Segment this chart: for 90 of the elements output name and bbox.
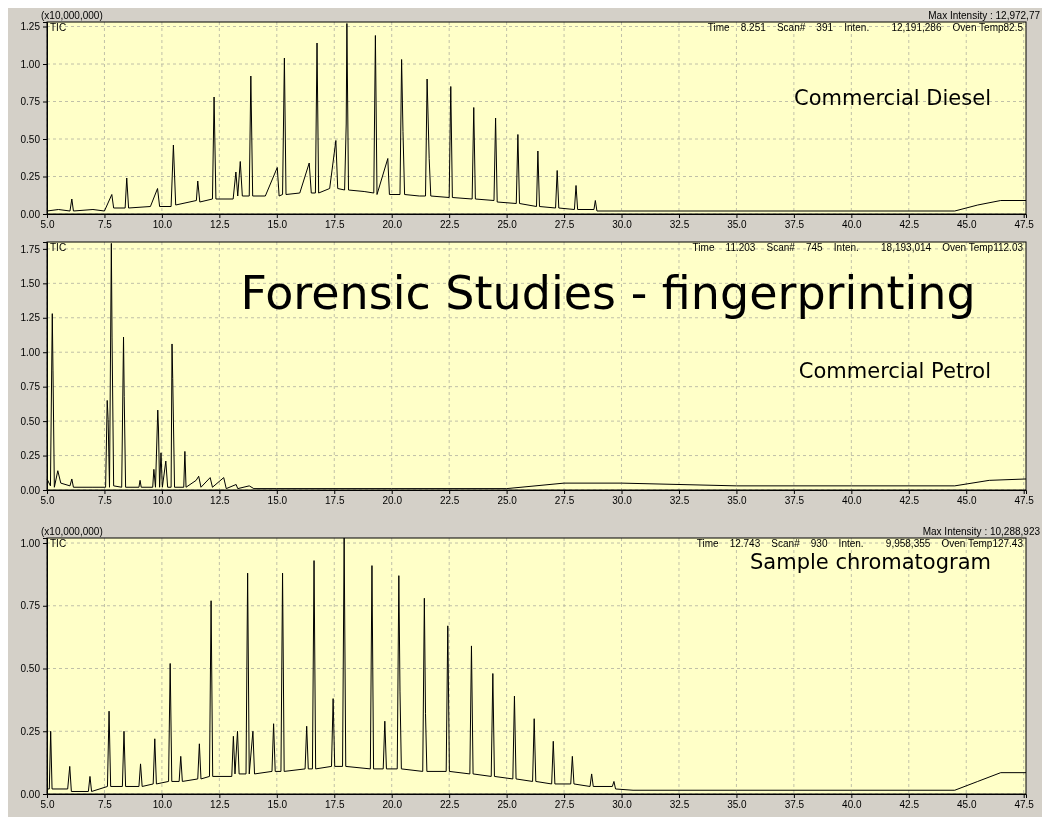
text: Forensic Studies - fingerprinting (240, 265, 976, 320)
x-tick-label: 35.0 (727, 799, 748, 811)
x-tick-label: 7.5 (98, 219, 113, 231)
x-tick-label: 17.5 (325, 799, 345, 811)
x-tick-label: 47.5 (1014, 799, 1035, 811)
x-tick-label: 22.5 (439, 495, 460, 507)
x-tick-label: 37.5 (784, 219, 805, 231)
x-tick-label: 5.0 (40, 219, 55, 231)
x-tick-label: 45.0 (957, 799, 977, 811)
annotation: Time 8.251 Scan# 391 Inten. 12,191,286 Oven Temp82.5 (707, 22, 1024, 33)
text: Sample chromatogram (750, 549, 991, 574)
x-tick-label: 25.0 (497, 799, 518, 811)
y-tick-label: 0.75 (20, 96, 41, 108)
y-tick-label: 0.25 (20, 725, 41, 737)
y-axis-title: (x10,000,000) (41, 10, 103, 21)
y-tick-label: 0.50 (20, 663, 41, 675)
text: TIC (50, 538, 67, 549)
annotation: Time 11.203 Scan# 745 Inten. 18,193,014 Oven Temp112.03 (692, 242, 1024, 253)
x-tick-label: 47.5 (1014, 495, 1035, 507)
x-tick-label: 27.5 (554, 495, 575, 507)
x-tick-label: 20.0 (382, 219, 403, 231)
text: TIC (50, 22, 67, 33)
text: TIC (50, 242, 67, 253)
y-tick-label: 1.50 (20, 278, 41, 290)
x-tick-label: 27.5 (554, 799, 575, 811)
x-tick-label: 17.5 (325, 219, 345, 231)
y-axis-title: (x10,000,000) (41, 526, 103, 537)
x-tick-label: 37.5 (784, 495, 805, 507)
x-tick-label: 15.0 (267, 219, 288, 231)
x-tick-label: 32.5 (669, 799, 690, 811)
x-tick-label: 5.0 (40, 799, 55, 811)
y-tick-label: 0.50 (20, 133, 41, 145)
y-tick-label: 0.75 (20, 381, 41, 393)
x-tick-label: 30.0 (612, 219, 633, 231)
text: Commercial Diesel (794, 85, 991, 110)
y-tick-label: 1.25 (20, 312, 41, 324)
x-tick-label: 25.0 (497, 495, 518, 507)
y-tick-label: 1.00 (20, 58, 41, 70)
y-tick-label: 0.25 (20, 450, 41, 462)
y-tick-label: 0.00 (20, 208, 41, 220)
x-tick-label: 35.0 (727, 495, 748, 507)
x-tick-label: 27.5 (554, 219, 575, 231)
x-tick-label: 10.0 (152, 799, 173, 811)
x-tick-label: 10.0 (152, 495, 173, 507)
x-tick-label: 22.5 (439, 799, 460, 811)
y-tick-label: 1.25 (20, 21, 41, 33)
line-series (46, 242, 1027, 490)
x-tick-label: 5.0 (40, 495, 55, 507)
line-series (46, 537, 1027, 792)
x-tick-label: 42.5 (899, 799, 920, 811)
x-tick-label: 40.0 (842, 219, 863, 231)
y-tick-label: 1.00 (20, 537, 41, 549)
y-tick-label: 0.00 (20, 788, 41, 800)
text: Max Intensity : 12,972,77 (928, 10, 1041, 21)
y-tick-label: 0.25 (20, 171, 41, 183)
x-tick-label: 30.0 (612, 495, 633, 507)
x-tick-label: 37.5 (784, 799, 805, 811)
x-tick-label: 30.0 (612, 799, 633, 811)
x-tick-label: 45.0 (957, 495, 977, 507)
x-tick-label: 12.5 (210, 495, 231, 507)
y-tick-label: 0.00 (20, 484, 41, 496)
x-tick-label: 22.5 (439, 219, 460, 231)
text: Commercial Petrol (798, 359, 991, 384)
x-tick-label: 45.0 (957, 219, 977, 231)
x-tick-label: 25.0 (497, 219, 518, 231)
y-tick-label: 0.75 (20, 600, 41, 612)
x-tick-label: 7.5 (98, 495, 113, 507)
x-tick-label: 47.5 (1014, 219, 1035, 231)
y-tick-label: 1.00 (20, 346, 41, 358)
x-tick-label: 20.0 (382, 799, 403, 811)
x-tick-label: 42.5 (899, 495, 920, 507)
y-tick-label: 0.50 (20, 415, 41, 427)
x-tick-label: 42.5 (899, 219, 920, 231)
x-tick-label: 40.0 (842, 495, 863, 507)
text: Max Intensity : 10,288,923 (922, 526, 1041, 537)
x-tick-label: 17.5 (325, 495, 345, 507)
x-tick-label: 10.0 (152, 219, 173, 231)
x-tick-label: 32.5 (669, 219, 690, 231)
x-tick-label: 15.0 (267, 495, 288, 507)
line-series (46, 23, 1027, 212)
x-tick-label: 7.5 (98, 799, 113, 811)
x-tick-label: 20.0 (382, 495, 403, 507)
x-tick-label: 15.0 (267, 799, 288, 811)
y-tick-label: 1.75 (20, 243, 41, 255)
x-tick-label: 12.5 (210, 219, 231, 231)
x-tick-label: 35.0 (727, 219, 748, 231)
x-tick-label: 40.0 (842, 799, 863, 811)
x-tick-label: 12.5 (210, 799, 231, 811)
annotation: Time 12.743 Scan# 930 Inten. 9,958,355 Oven Temp127.43 (696, 538, 1024, 549)
x-tick-label: 32.5 (669, 495, 690, 507)
